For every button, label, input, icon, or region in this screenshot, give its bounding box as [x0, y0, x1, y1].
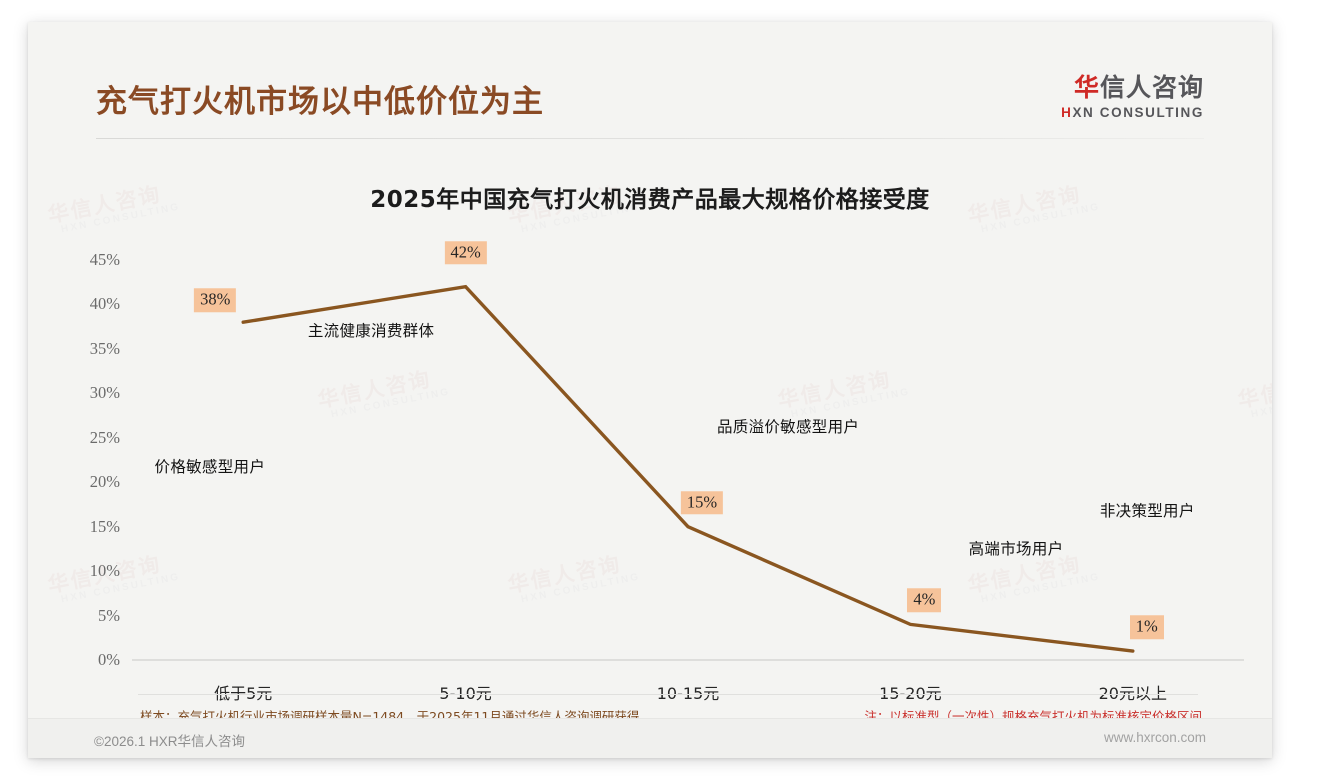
website-url: www.hxrcon.com: [1103, 730, 1206, 745]
logo-chinese-accent: 华: [1073, 73, 1100, 102]
data-point-label: 4%: [907, 588, 942, 613]
header-divider: [96, 138, 1204, 139]
x-axis-tick-label: 低于5元: [214, 684, 273, 703]
chart-annotation: 非决策型用户: [1099, 502, 1195, 520]
slide-header: 充气打火机市场以中低价位为主 华信人咨询 HXN CONSULTING: [28, 22, 1272, 139]
y-axis-tick-label: 35%: [89, 338, 120, 358]
data-point-label: 1%: [1129, 615, 1164, 639]
data-point-label: 38%: [194, 288, 237, 312]
data-point-label: 15%: [680, 490, 724, 515]
chart-annotation: 品质溢价敏感型用户: [716, 418, 860, 436]
bottom-bar: ©2026.1 HXR华信人咨询 www.hxrcon.com: [28, 718, 1272, 758]
y-axis-tick-label: 0%: [98, 650, 120, 669]
chart-title: 2025年中国充气打火机消费产品最大规格价格接受度: [370, 187, 930, 213]
footnote-divider: [138, 694, 1198, 695]
data-point-label: 42%: [444, 240, 487, 265]
line-chart-plot: 45% 40% 35% 30% 25% 20% 15% 10% 5% 0% 低于5元 5-10元 10-…: [90, 240, 1244, 703]
x-axis-tick-label: 5-10元: [439, 684, 492, 703]
company-logo: 华信人咨询 HXN CONSULTING: [1061, 74, 1204, 120]
data-series-line: [241, 284, 1135, 653]
logo-chinese: 华信人咨询: [1061, 74, 1204, 102]
logo-english: HXN CONSULTING: [1061, 105, 1204, 120]
x-axis-tick-label: 15-20元: [879, 684, 942, 703]
y-axis-tick-label: 10%: [89, 561, 120, 581]
y-axis-tick-label: 5%: [98, 605, 120, 625]
logo-chinese-rest: 信人咨询: [1099, 73, 1204, 102]
copyright-text: ©2026.1 HXR华信人咨询: [94, 734, 245, 749]
slide-canvas: 华信人咨询 HXN CONSULTING 华信人咨询 HXN CONSULTING 华信…: [28, 22, 1272, 758]
chart-annotation: 高端市场用户: [968, 540, 1064, 558]
y-axis-tick-label: 40%: [89, 294, 120, 314]
chart-annotation: 主流健康消费群体: [307, 322, 435, 340]
y-axis-tick-label: 15%: [89, 516, 120, 536]
page-title: 充气打火机市场以中低价位为主: [96, 84, 544, 120]
logo-english-rest: XN CONSULTING: [1072, 104, 1204, 120]
x-axis-tick-label: 20元以上: [1098, 684, 1167, 703]
logo-english-accent: H: [1061, 104, 1073, 120]
y-axis-tick-label: 45%: [89, 250, 120, 269]
y-axis-tick-label: 25%: [89, 427, 120, 447]
chart-svg: [132, 284, 1244, 661]
y-axis-tick-label: 20%: [89, 472, 120, 492]
chart-annotation: 价格敏感型用户: [154, 458, 266, 476]
y-axis-tick-label: 30%: [89, 383, 120, 403]
x-axis-tick-label: 10-15元: [656, 684, 720, 703]
